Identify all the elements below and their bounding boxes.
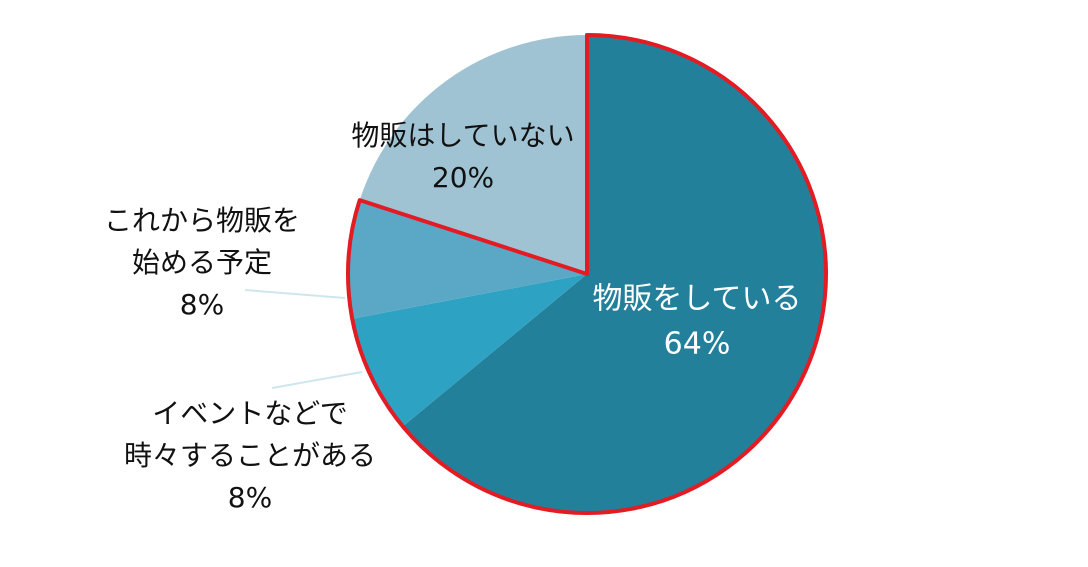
value-label: 64% (664, 327, 731, 362)
value-label: 20% (432, 161, 494, 194)
slice-label: これから物販を (104, 204, 300, 237)
leader-line (271, 371, 363, 389)
slice-label: 物販はしていない (351, 119, 574, 152)
pie-slice (359, 35, 587, 274)
value-label: 8% (228, 481, 272, 514)
pie-slice (352, 274, 587, 427)
slice-label: イベントなどで (152, 397, 347, 430)
value-label: 8% (180, 288, 224, 321)
slice-label: 時々することがある (124, 439, 376, 472)
slice-label: 物販をしている (592, 282, 801, 317)
pie-slice (347, 200, 587, 319)
slice-label: 始める予定 (132, 246, 272, 279)
highlight-outline (346, 33, 828, 515)
pie-slice (402, 35, 827, 513)
leader-line (244, 289, 346, 299)
